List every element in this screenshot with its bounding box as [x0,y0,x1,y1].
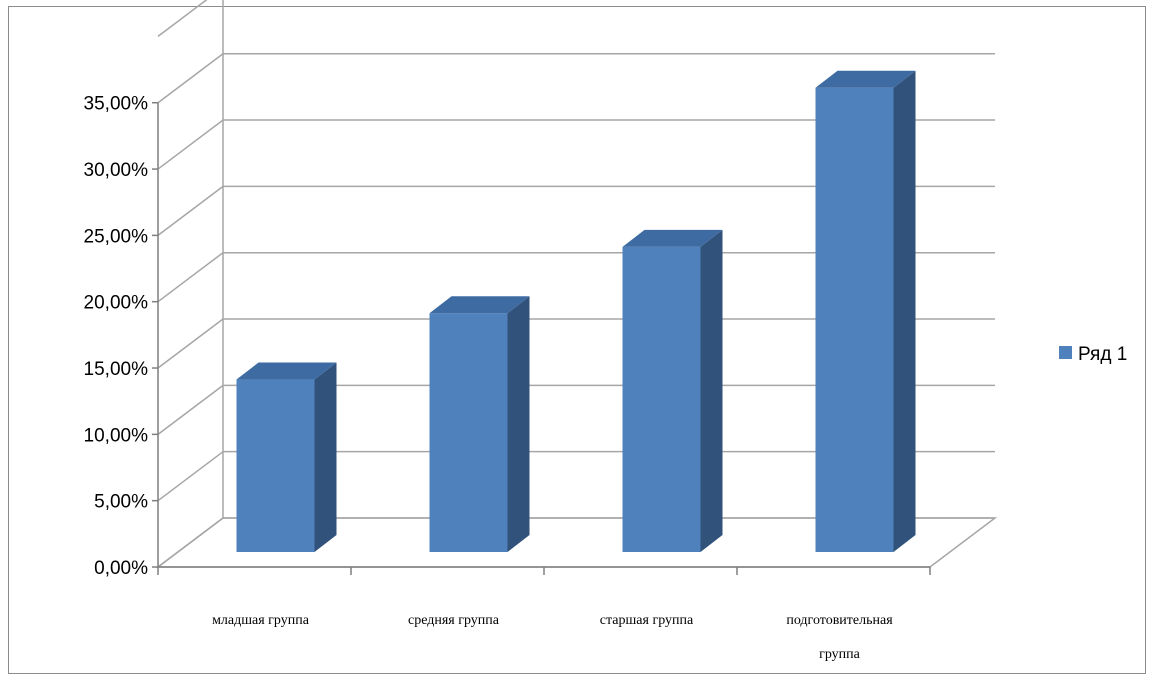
gridline-side [157,451,224,502]
x-tick-label: группа [819,647,861,662]
gridline-side [157,318,224,369]
y-tick-labels: 0,00% 5,00% 10,00% 15,00% 20,00% 25,00% 30,00%… [84,94,149,579]
bar-side [314,362,337,552]
bar-top [236,362,337,380]
chart-frame [8,6,1146,674]
gridline-side [157,185,224,236]
y-tick-label: 10,00% [84,425,149,446]
bar-side [700,229,723,552]
bar-side [507,296,530,552]
bar-front [815,87,894,552]
bars [236,70,916,552]
y-tick-label: 5,00% [94,492,148,513]
legend: Ряд 1 [1059,344,1127,365]
bar-top [429,296,530,314]
gridline-side [157,384,224,435]
bar-front [236,379,315,552]
bar-top [622,229,723,247]
gridline-side [157,53,224,104]
y-tick-label: 15,00% [84,359,149,380]
gridline-side [157,517,224,568]
axes [152,101,931,575]
gridline-side [157,252,224,303]
bar-front [622,246,701,552]
bar [815,70,916,552]
y-tick-label: 30,00% [84,160,149,181]
legend-swatch [1059,346,1072,359]
x-tick-label: старшая группа [600,613,694,628]
x-tick-label: подготовительная [786,613,893,628]
y-tick-label: 0,00% [94,558,148,579]
x-tick-label: младшая группа [212,613,310,628]
y-tick-label: 20,00% [84,293,149,314]
bar [622,229,723,552]
bar-top [815,70,916,88]
bar-front [429,313,508,552]
x-tick-label: средняя группа [408,613,500,628]
bar-side [893,70,916,552]
legend-label: Ряд 1 [1078,344,1127,365]
y-tick-label: 25,00% [84,226,149,247]
gridline-side [157,119,224,170]
y-tick-label: 35,00% [84,94,149,115]
bar [429,296,530,552]
gridline-side [157,0,208,37]
bar [236,362,337,552]
x-tick-labels: младшая группа средняя группа старшая груп… [212,613,893,662]
